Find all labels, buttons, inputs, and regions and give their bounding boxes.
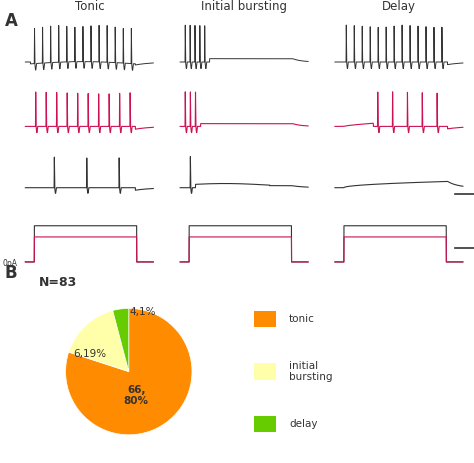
- Text: 4,1%: 4,1%: [129, 307, 156, 317]
- Text: B: B: [5, 264, 18, 282]
- Wedge shape: [65, 308, 192, 435]
- FancyBboxPatch shape: [254, 311, 276, 327]
- Title: Tonic: Tonic: [74, 0, 104, 13]
- Text: 6,19%: 6,19%: [73, 349, 106, 359]
- Title: Delay: Delay: [382, 0, 416, 13]
- FancyBboxPatch shape: [254, 363, 276, 380]
- FancyBboxPatch shape: [254, 416, 276, 432]
- Title: Initial bursting: Initial bursting: [201, 0, 287, 13]
- Text: delay: delay: [289, 419, 318, 429]
- Wedge shape: [113, 308, 129, 372]
- Text: initial
bursting: initial bursting: [289, 361, 333, 382]
- Text: N=83: N=83: [38, 276, 77, 289]
- Text: 0pA: 0pA: [2, 259, 18, 268]
- Text: A: A: [5, 12, 18, 30]
- Wedge shape: [69, 311, 129, 372]
- Text: tonic: tonic: [289, 314, 315, 324]
- Text: 66,
80%: 66, 80%: [124, 385, 149, 407]
